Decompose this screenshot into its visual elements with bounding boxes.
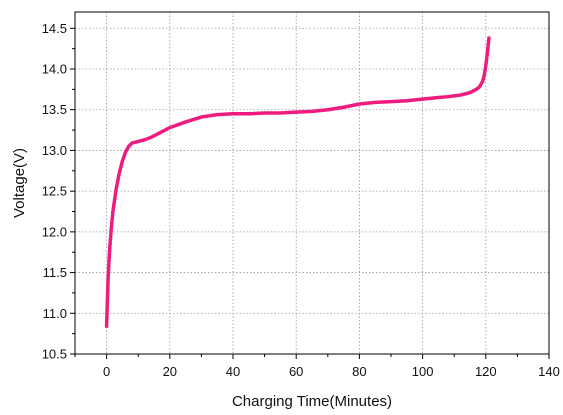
x-tick-label: 60 bbox=[289, 364, 303, 379]
x-tick-label: 20 bbox=[163, 364, 177, 379]
series-line bbox=[104, 36, 491, 329]
series-layer bbox=[104, 36, 491, 329]
x-tick-label: 80 bbox=[352, 364, 366, 379]
x-tick-label: 120 bbox=[475, 364, 497, 379]
y-tick-label: 12.5 bbox=[42, 184, 67, 199]
y-tick-label: 11.5 bbox=[43, 265, 67, 280]
y-tick-label: 11.0 bbox=[43, 306, 67, 321]
x-axis-title: Charging Time(Minutes) bbox=[232, 393, 392, 410]
x-tick-label: 100 bbox=[412, 364, 434, 379]
plot-frame bbox=[74, 11, 550, 355]
y-tick-label: 13.5 bbox=[42, 102, 67, 117]
y-tick-label: 12.0 bbox=[42, 224, 67, 239]
y-tick-label: 14.0 bbox=[42, 62, 67, 77]
y-axis-title: Voltage(V) bbox=[11, 148, 28, 218]
tick-marks bbox=[70, 27, 550, 359]
y-tick-labels: 10.5 11.0 11.5 12.0 12.5 13.0 13.5 14.0 14.5 bbox=[42, 21, 67, 362]
y-tick-label: 13.0 bbox=[42, 143, 67, 158]
x-tick-label: 40 bbox=[226, 364, 240, 379]
x-tick-label: 140 bbox=[538, 364, 560, 379]
y-tick-label: 10.5 bbox=[42, 347, 67, 362]
y-tick-label: 14.5 bbox=[42, 21, 67, 36]
x-tick-label: 0 bbox=[103, 364, 110, 379]
x-tick-labels: 0 20 40 60 80 100 120 140 bbox=[103, 364, 560, 379]
